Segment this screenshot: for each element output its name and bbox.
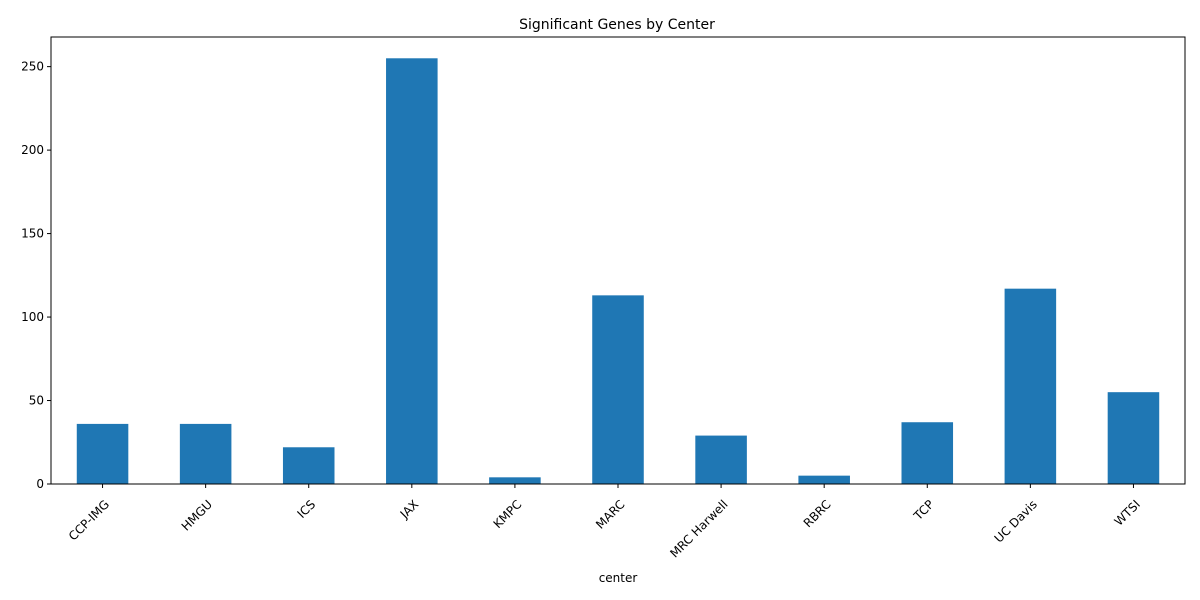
y-tick-label: 200 <box>21 143 44 157</box>
bar-jax <box>386 58 438 485</box>
bar-ccp-img <box>76 423 129 484</box>
y-tick-label: 50 <box>29 394 44 408</box>
bar-tcp <box>901 422 954 484</box>
x-tick-label: UC Davis <box>992 497 1040 545</box>
x-axis: CCP-IMG HMGU ICS JAX KMPC MARC MRC Harwell RBRC… <box>66 484 1143 561</box>
bar-marc <box>592 295 644 484</box>
x-axis-label: center <box>599 571 638 585</box>
bar-mrc-harwell <box>695 435 747 484</box>
x-tick-label: HMGU <box>179 497 215 533</box>
chart-title: Significant Genes by Center <box>519 17 715 33</box>
y-tick-label: 250 <box>21 60 44 74</box>
plot-frame <box>50 36 1186 485</box>
x-tick-label: JAX <box>397 497 422 522</box>
bar-uc-davis <box>1004 288 1057 484</box>
x-tick-label: KMPC <box>491 497 525 531</box>
bar-ics <box>282 447 335 484</box>
bar-wtsi <box>1107 392 1160 484</box>
x-tick-label: CCP-IMG <box>66 497 112 543</box>
bar-kmpc <box>489 477 541 484</box>
y-axis: 0 50 100 150 200 250 <box>21 60 51 491</box>
x-tick-label: TCP <box>910 497 936 523</box>
x-tick-label: ICS <box>295 497 319 521</box>
x-tick-label: MRC Harwell <box>667 497 730 560</box>
y-tick-label: 150 <box>21 227 44 241</box>
x-tick-label: RBRC <box>801 497 834 530</box>
x-tick-label: MARC <box>593 497 627 531</box>
y-tick-label: 100 <box>21 310 44 324</box>
bars-group <box>76 58 1160 485</box>
bar-rbrc <box>798 475 850 484</box>
x-tick-label: WTSI <box>1112 497 1143 528</box>
bar-hmgu <box>179 423 232 484</box>
y-tick-label: 0 <box>36 477 44 491</box>
